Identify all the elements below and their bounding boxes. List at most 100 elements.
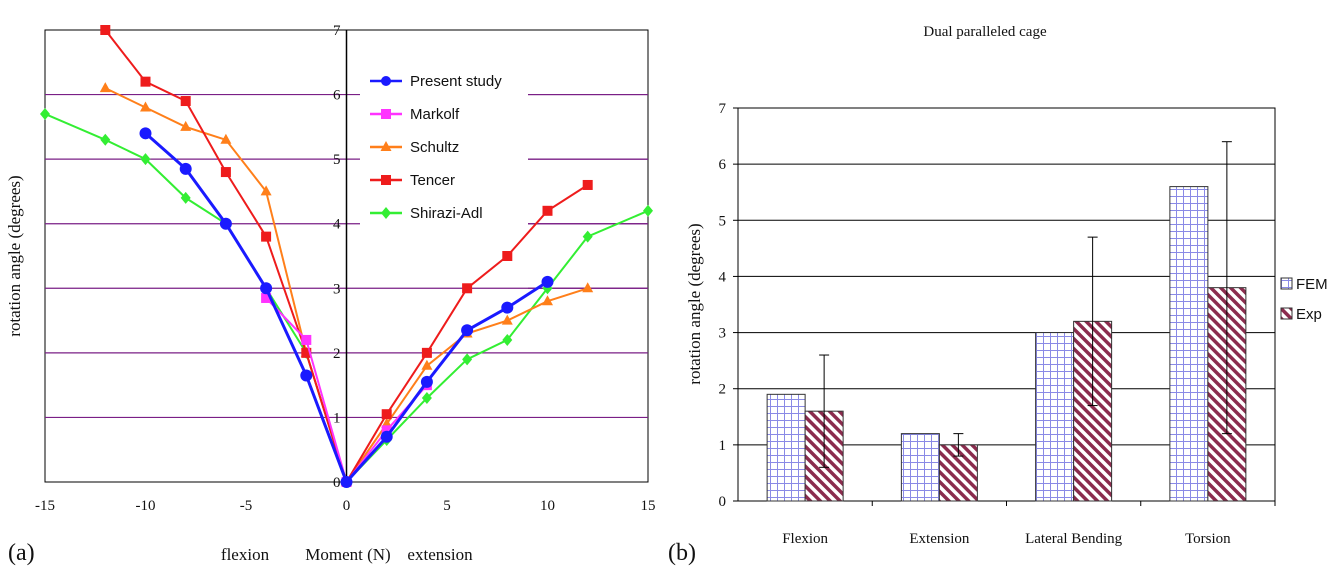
x-tick-label: Lateral Bending <box>1025 531 1123 547</box>
legend: FEM Exp <box>1280 276 1328 323</box>
data-point <box>541 275 554 288</box>
data-point <box>179 162 192 175</box>
data-point <box>381 409 392 420</box>
legend-swatch <box>1280 307 1293 320</box>
y-tick-label: 0 <box>333 475 341 491</box>
data-point <box>100 133 111 146</box>
x-tick-label: 0 <box>343 498 351 514</box>
data-point <box>40 107 50 120</box>
data-point <box>542 295 553 306</box>
bar-fem <box>900 433 940 502</box>
bar-chart: Dual paralleled cage 0 1 2 3 4 5 6 7 Flexion Exte… <box>668 24 1328 566</box>
data-point <box>582 179 593 190</box>
panel-label-b: (b) <box>668 540 696 566</box>
data-point <box>462 283 473 294</box>
data-point <box>140 76 151 87</box>
tick-labels: 0 1 2 3 4 5 6 7 Flexion Extension Lateral Bending T… <box>719 101 1276 547</box>
x-tick-label: 15 <box>641 498 656 514</box>
data-point <box>501 314 513 325</box>
data-point <box>381 425 392 436</box>
data-point <box>140 101 151 112</box>
data-point <box>421 347 432 358</box>
y-tick-label: 2 <box>333 346 341 362</box>
x-axis-label-left: flexion <box>221 545 270 564</box>
data-point <box>421 392 432 405</box>
legend-swatch <box>1280 277 1293 290</box>
data-point <box>380 141 392 151</box>
data-point <box>381 76 391 86</box>
data-point <box>502 333 513 346</box>
y-tick-label: 1 <box>719 438 727 454</box>
data-point <box>261 292 272 303</box>
data-point <box>380 430 393 443</box>
x-tick-label: -15 <box>35 498 55 514</box>
tick-labels: 0 1 2 3 4 5 6 7 -15 -10 -5 0 5 10 15 <box>35 23 656 514</box>
legend-entry: FEM <box>1296 276 1328 293</box>
data-point <box>180 191 191 204</box>
data-point <box>501 301 514 314</box>
y-axis-label: rotation angle (degrees) <box>5 175 24 336</box>
x-tick-label: 10 <box>540 498 555 514</box>
legend-entry: Schultz <box>410 139 459 156</box>
data-point <box>301 334 312 345</box>
legend-entry: Present study <box>410 73 502 90</box>
y-tick-label: 0 <box>719 494 727 510</box>
data-point <box>180 120 192 131</box>
data-point <box>502 251 513 261</box>
data-point <box>301 347 312 358</box>
x-tick-label: Flexion <box>782 531 828 547</box>
data-point <box>461 324 474 337</box>
data-point <box>260 185 272 196</box>
data-point <box>261 231 272 242</box>
data-point <box>582 230 593 243</box>
y-tick-label: 5 <box>719 213 727 229</box>
data-point <box>381 109 391 119</box>
data-point <box>140 153 151 166</box>
y-tick-label: 3 <box>719 326 727 342</box>
data-point <box>582 282 594 293</box>
bars-layer <box>766 141 1247 502</box>
data-point <box>340 476 353 488</box>
data-point <box>220 167 231 178</box>
x-axis-label-right: extension <box>407 545 473 564</box>
data-point <box>260 282 273 295</box>
x-axis-label: Moment (N) <box>305 545 390 564</box>
data-point <box>300 369 313 382</box>
data-point <box>462 353 473 366</box>
data-point <box>220 133 232 144</box>
series-layer <box>40 25 653 488</box>
bar-fem <box>766 393 806 502</box>
x-tick-label: -5 <box>240 498 253 514</box>
data-point <box>100 25 111 35</box>
bar-fem <box>1035 332 1075 502</box>
data-point <box>219 217 232 230</box>
data-point <box>381 207 391 219</box>
legend-entry: Exp <box>1296 306 1322 323</box>
y-tick-label: 6 <box>333 88 341 104</box>
data-point <box>99 82 111 93</box>
y-tick-label: 6 <box>719 157 727 173</box>
y-tick-label: 7 <box>719 101 727 117</box>
data-point <box>381 175 391 185</box>
y-tick-label: 2 <box>719 382 727 398</box>
y-tick-label: 1 <box>333 410 341 426</box>
x-tick-label: Extension <box>909 531 969 547</box>
x-tick-label: Torsion <box>1185 531 1231 547</box>
bar-exp <box>1073 320 1113 502</box>
legend-entry: Shirazi-Adl <box>410 205 483 222</box>
data-point <box>139 127 152 140</box>
data-point <box>180 96 191 107</box>
y-tick-label: 3 <box>333 281 341 297</box>
x-tick-label: -10 <box>136 498 156 514</box>
data-point <box>542 205 553 216</box>
bar-fem <box>1169 186 1209 502</box>
data-point <box>420 375 433 388</box>
legend: Present study Markolf Schultz Tencer Shirazi… <box>370 73 502 222</box>
y-axis-label: rotation angle (degrees) <box>685 223 704 384</box>
legend-entry: Tencer <box>410 172 455 189</box>
y-tick-label: 4 <box>333 217 341 233</box>
chart-title: Dual paralleled cage <box>923 24 1047 40</box>
data-point <box>421 359 433 370</box>
y-tick-label: 7 <box>333 23 341 39</box>
